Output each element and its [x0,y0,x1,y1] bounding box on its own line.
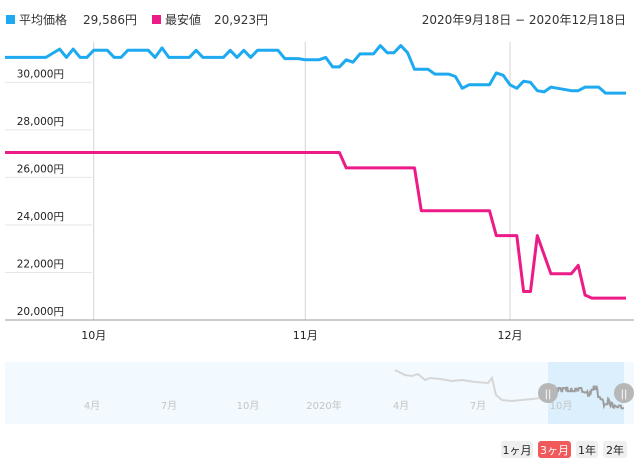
navigator-axis-label: 7月 [470,400,486,412]
x-tick-label: 11月 [293,329,318,342]
navigator-axis-label: 7月 [161,400,177,412]
range-button-2[interactable]: 3ヶ月 [538,441,571,458]
x-tick-label: 10月 [81,329,106,342]
range-button-3[interactable]: 1年 [576,441,598,458]
series-line-min[interactable] [5,151,626,300]
y-tick-label: 22,000円 [17,258,64,270]
x-tick-label: 12月 [497,329,522,342]
navigator-history-line [394,369,549,403]
range-button-label: 1ヶ月 [503,444,532,457]
plot-area: 20,000円 22,000円 24,000円 26,000円 28,000円 30,00… [5,42,634,342]
right-handle-knob[interactable] [614,383,634,403]
range-button-label: 1年 [578,443,596,457]
legend-avg-label: 平均価格 [19,12,67,27]
range-selector[interactable]: 1ヶ月 3ヶ月 1年 2年 [501,441,627,458]
navigator-axis-labels: 4月 7月 10月 2020年 4月 7月 10月 [84,399,573,412]
legend-item-avg[interactable]: 平均価格 29,586円 [6,12,137,27]
navigator-axis-label: 4月 [393,400,409,412]
navigator-axis-label: 2020年 [306,399,341,412]
navigator-axis-label: 4月 [84,400,100,412]
grid [5,42,511,321]
legend-min-value: 20,923円 [214,13,268,27]
series-line-avg[interactable] [5,44,626,95]
navigator-selected-line [548,384,624,410]
navigator-axis-label: 10月 [237,400,260,412]
navigator-background [5,362,634,424]
range-button-label: 2年 [606,443,624,457]
legend-swatch-avg [6,15,15,24]
navigator-right-handle[interactable]: || [614,383,634,403]
range-button-bg[interactable] [501,441,533,458]
legend-item-min[interactable]: 最安値 20,923円 [152,12,268,27]
x-axis-labels: 10月 11月 12月 [81,329,522,342]
y-tick-label: 20,000円 [17,306,64,318]
legend-avg-value: 29,586円 [83,13,137,27]
series-group [5,44,626,300]
navigator[interactable]: 4月 7月 10月 2020年 4月 7月 10月 || || [5,362,634,424]
y-tick-label: 28,000円 [17,116,64,128]
date-range-label: 2020年9月18日 − 2020年12月18日 [422,13,626,27]
right-handle-grip-icon: || [621,389,628,400]
navigator-axis-label: 10月 [550,400,573,412]
y-axis-labels: 20,000円 22,000円 24,000円 26,000円 28,000円 30,00… [17,68,64,318]
legend[interactable]: 平均価格 29,586円 最安値 20,923円 [6,12,268,27]
y-tick-label: 24,000円 [17,211,64,223]
navigator-left-handle[interactable]: || [538,383,558,403]
y-tick-label: 26,000円 [17,163,64,175]
range-button-bg[interactable] [538,441,571,458]
left-handle-grip-icon: || [545,389,552,400]
legend-min-label: 最安値 [165,12,201,27]
left-handle-knob[interactable] [538,383,558,403]
range-button-bg[interactable] [576,441,598,458]
range-button-bg[interactable] [603,441,627,458]
range-button-label: 3ヶ月 [540,444,569,457]
range-button-1[interactable]: 1ヶ月 [501,441,533,458]
legend-swatch-min [152,15,161,24]
range-button-4[interactable]: 2年 [603,441,627,458]
y-tick-label: 30,000円 [17,68,64,80]
